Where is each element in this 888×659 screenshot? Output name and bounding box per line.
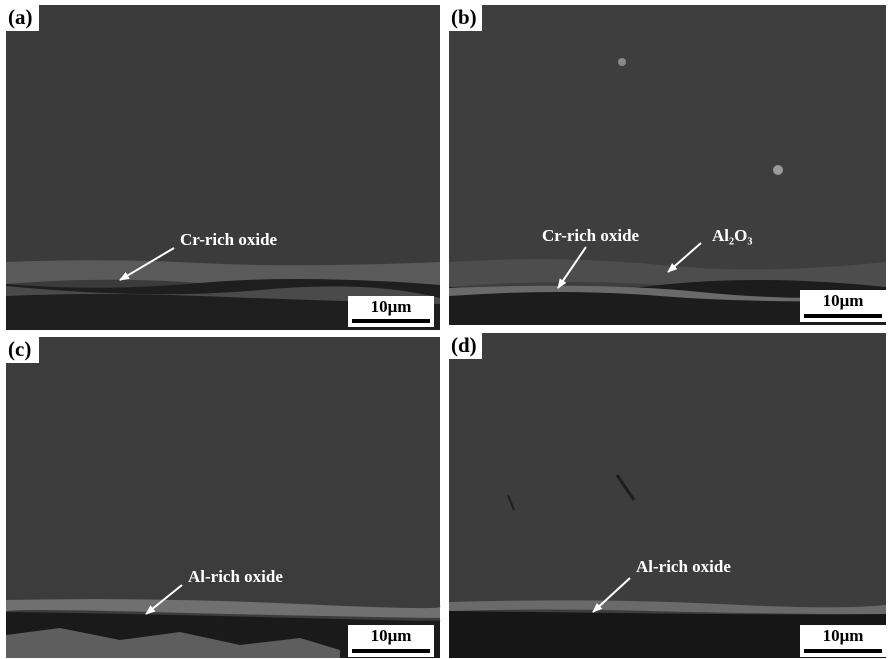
annotation: Al-rich oxide — [636, 557, 731, 576]
panel-c: (c) Al-rich oxide 10μm — [6, 337, 441, 658]
panel-a: (a) Cr-rich oxide 10μm — [6, 5, 440, 330]
panel-b: (b) Cr-rich oxide Al₂O₃ 10μm — [449, 5, 886, 325]
panel-label: (c) — [8, 337, 31, 361]
annotation: Cr-rich oxide — [542, 226, 640, 245]
particle — [773, 165, 783, 175]
figure: (a) Cr-rich oxide 10μm (b) Cr-rich oxide… — [0, 0, 888, 659]
particle — [618, 58, 626, 66]
panel-d: (d) Al-rich oxide 10μm — [449, 333, 886, 658]
panel-label: (b) — [451, 5, 477, 29]
annotation: Al₂O₃ — [712, 226, 752, 245]
annotation: Cr-rich oxide — [180, 230, 278, 249]
scale-bar-label: 10μm — [823, 626, 864, 645]
panel-label: (a) — [8, 5, 33, 29]
panel-label: (d) — [451, 333, 477, 357]
annotation: Al-rich oxide — [188, 567, 283, 586]
scale-bar-label: 10μm — [823, 291, 864, 310]
scale-bar-label: 10μm — [371, 297, 412, 316]
scale-bar-label: 10μm — [371, 626, 412, 645]
